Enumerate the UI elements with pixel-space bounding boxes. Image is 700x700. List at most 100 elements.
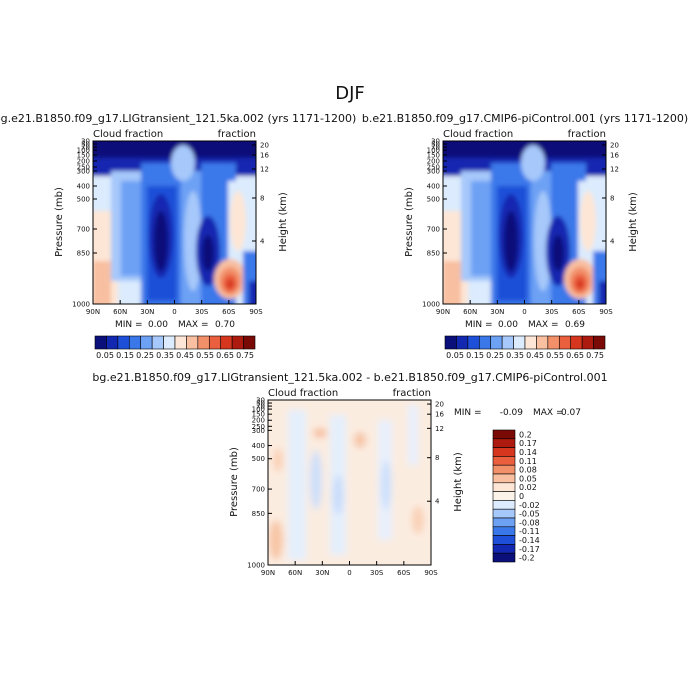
y-tick-label: 400 <box>427 183 440 191</box>
colorbar-label: 0.15 <box>116 351 134 360</box>
y-tick-label: 100 <box>252 406 265 414</box>
panel-a: bg.e21.B1850.f09_g17.LIGtransient_121.5k… <box>0 112 356 360</box>
y-tick-label: 1000 <box>422 301 440 309</box>
y-tick-label: 250 <box>77 164 90 172</box>
colorbar-label: 0.14 <box>519 448 537 457</box>
cloud-fraction-field <box>93 141 256 304</box>
axes: 90N 60N 30N 0 30S 60S 90S 305070100150200250300… <box>247 397 444 578</box>
panel-b-min-label: MIN = <box>465 320 493 330</box>
x-tick-label: 30S <box>370 569 384 577</box>
panel-b-heatmap <box>443 141 606 304</box>
colorbar-swatch <box>492 429 516 440</box>
colorbar-swatch <box>151 335 164 350</box>
x-tick-label: 30N <box>140 308 154 316</box>
y2-tick-label: 16 <box>260 152 269 160</box>
y-tick-label: 150 <box>252 411 265 419</box>
colorbar-swatch <box>140 335 153 350</box>
cloud-fraction-difference-field <box>268 400 431 565</box>
panel-b-max-label: MAX = <box>528 320 559 330</box>
y2-tick-label: 8 <box>435 454 439 462</box>
x-tick-label: 30S <box>545 308 559 316</box>
colorbar-label: -0.08 <box>519 518 540 527</box>
colorbar-label: 0.55 <box>196 351 214 360</box>
colorbar-swatch <box>490 335 503 350</box>
colorbar-swatch <box>492 508 516 519</box>
colorbar-swatch <box>513 335 526 350</box>
y-tick-label: 100 <box>427 147 440 155</box>
colorbar-label: -0.05 <box>519 510 540 519</box>
y2-tick-label: 12 <box>260 166 269 174</box>
x-tick-label: 60S <box>222 308 236 316</box>
y-tick-label: 100 <box>77 147 90 155</box>
panel-c-left-label: Cloud fraction <box>268 388 338 399</box>
panel-b-colorbar: 0.05 0.15 0.25 0.35 0.45 0.55 0.65 0.75 <box>444 335 606 360</box>
y-tick-label: 200 <box>427 158 440 166</box>
panel-c-ylabel: Pressure (mb) <box>229 447 240 517</box>
colorbar-label: 0.25 <box>136 351 154 360</box>
y2-tick-label: 12 <box>435 425 444 433</box>
colorbar-swatch <box>492 526 516 536</box>
panel-a-ylabel: Pressure (mb) <box>54 187 65 257</box>
colorbar-label: 0.35 <box>156 351 174 360</box>
y-tick-label: 30 <box>431 138 440 146</box>
colorbar-swatch <box>197 335 210 350</box>
colorbar-swatch <box>492 535 516 545</box>
colorbar-swatch <box>558 335 572 350</box>
panel-a-min-value: 0.00 <box>148 320 168 330</box>
panel-a-max-value: 0.70 <box>215 320 235 330</box>
panel-a-title: bg.e21.B1850.f09_g17.LIGtransient_121.5k… <box>0 112 356 125</box>
colorbar-swatch <box>243 335 256 350</box>
x-tick-label: 30S <box>195 308 209 316</box>
y2-tick-label: 8 <box>610 195 614 203</box>
colorbar-swatch <box>536 335 549 350</box>
colorbar-label: 0.05 <box>519 474 537 483</box>
x-tick-label: 90N <box>86 308 100 316</box>
colorbar-label: 0.75 <box>236 351 254 360</box>
y-tick-label: 50 <box>431 141 440 149</box>
colorbar-label: 0.17 <box>519 439 537 448</box>
x-tick-label: 0 <box>347 569 351 577</box>
panel-c-min-label: MIN = <box>454 408 482 418</box>
panel-b-right-label: fraction <box>568 129 606 140</box>
colorbar-swatch <box>570 335 583 350</box>
colorbar-swatch <box>492 464 516 475</box>
x-tick-label: 30N <box>315 569 329 577</box>
y2-tick-label: 16 <box>435 411 444 419</box>
y-tick-label: 500 <box>427 196 440 204</box>
y-tick-label: 850 <box>427 250 440 258</box>
colorbar-label: 0.15 <box>466 351 484 360</box>
colorbar-label: 0.05 <box>96 351 114 360</box>
y-tick-label: 50 <box>81 141 90 149</box>
colorbar-swatch <box>547 335 560 350</box>
colorbar-swatch <box>492 438 516 448</box>
y-tick-label: 200 <box>77 158 90 166</box>
panel-c-title: bg.e21.B1850.f09_g17.LIGtransient_121.5k… <box>92 371 607 384</box>
y-tick-label: 250 <box>252 423 265 431</box>
colorbar-swatch <box>492 447 516 457</box>
y-tick-label: 700 <box>77 226 90 234</box>
y2-tick-label: 16 <box>610 152 619 160</box>
colorbar-swatch <box>492 544 516 554</box>
colorbar-swatch <box>524 335 537 350</box>
colorbar-swatch <box>492 500 516 510</box>
panel-a-heatmap <box>93 141 256 304</box>
panel-a-y2label: Height (km) <box>278 192 289 252</box>
y-tick-label: 300 <box>252 427 265 435</box>
y-tick-label: 30 <box>81 138 90 146</box>
colorbar-swatch <box>231 335 244 350</box>
colorbar-swatch <box>467 335 480 350</box>
y2-tick-label: 20 <box>260 142 269 150</box>
y-tick-label: 300 <box>77 168 90 176</box>
colorbar-swatch <box>593 335 606 350</box>
y-tick-label: 70 <box>431 144 440 152</box>
x-tick-label: 90N <box>261 569 275 577</box>
panel-c-right-label: fraction <box>393 388 431 399</box>
colorbar-swatch <box>220 335 233 350</box>
y-tick-label: 250 <box>427 164 440 172</box>
colorbar-swatch <box>492 552 516 563</box>
y2-tick-label: 8 <box>260 195 264 203</box>
x-tick-label: 60N <box>463 308 477 316</box>
colorbar-label: -0.17 <box>519 545 540 554</box>
y-tick-label: 700 <box>427 226 440 234</box>
cloud-fraction-field <box>443 141 606 304</box>
